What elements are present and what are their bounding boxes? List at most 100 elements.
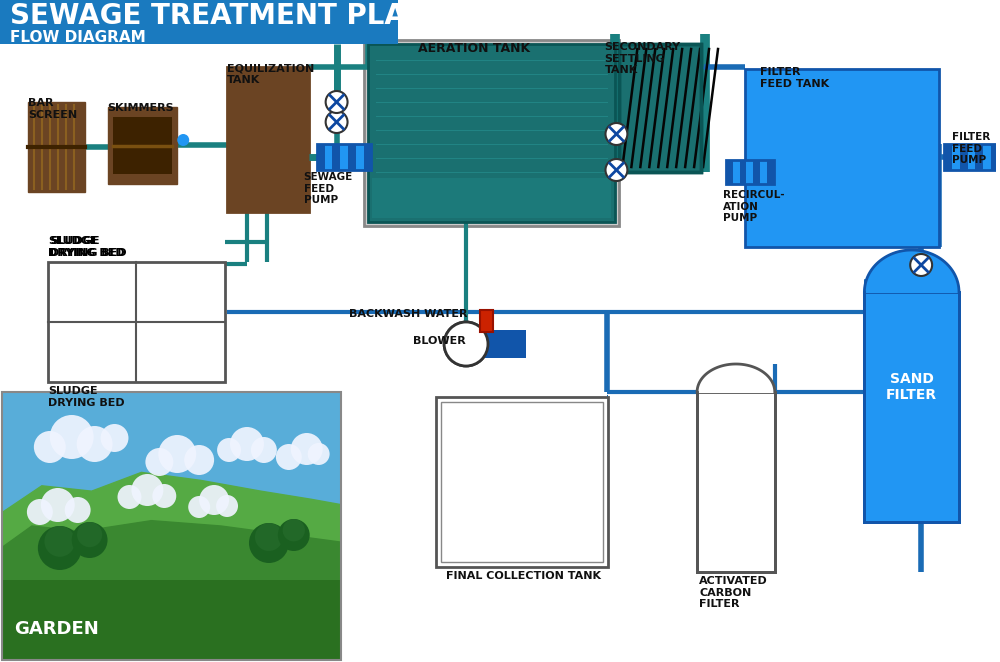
Circle shape [152, 484, 176, 508]
Bar [944, 144, 952, 170]
Text: SECONDARY
SETTLING
TANK: SECONDARY SETTLING TANK [604, 42, 681, 75]
Circle shape [444, 322, 488, 366]
Circle shape [326, 111, 348, 133]
Bar [968, 144, 975, 170]
Polygon shape [2, 520, 341, 660]
Bar [28, 102, 85, 192]
Circle shape [77, 426, 113, 462]
Bar [113, 117, 172, 174]
Text: SEWAGE
FEED
PUMP: SEWAGE FEED PUMP [304, 172, 353, 205]
Circle shape [27, 499, 53, 525]
Circle shape [278, 519, 310, 551]
Bar [944, 144, 999, 170]
Bar [372, 178, 611, 218]
Bar [317, 144, 371, 170]
Circle shape [199, 485, 229, 515]
Bar [0, 0, 398, 44]
Bar [356, 144, 364, 170]
Bar [108, 107, 177, 184]
Bar [364, 144, 371, 170]
Circle shape [158, 435, 196, 473]
Circle shape [77, 522, 102, 547]
Bar [364, 40, 619, 226]
Bar [745, 69, 939, 247]
Circle shape [255, 523, 283, 551]
Bar [468, 330, 526, 358]
Bar [436, 397, 608, 567]
Bar [753, 160, 760, 184]
Text: SLUDGE
DRYING BED: SLUDGE DRYING BED [48, 386, 124, 408]
Circle shape [291, 433, 323, 465]
Bar [952, 144, 960, 170]
Bar [441, 402, 603, 562]
Circle shape [145, 448, 173, 476]
Circle shape [308, 443, 330, 465]
Circle shape [605, 123, 627, 145]
Text: SKIMMERS: SKIMMERS [108, 103, 174, 113]
Bar [2, 392, 341, 660]
Polygon shape [2, 473, 341, 660]
Circle shape [910, 254, 932, 276]
Bar [348, 144, 356, 170]
Bar [619, 44, 701, 172]
Circle shape [41, 488, 75, 522]
Circle shape [230, 427, 264, 461]
Circle shape [177, 134, 189, 146]
Text: SAND
FILTER: SAND FILTER [886, 372, 937, 402]
Bar [740, 160, 746, 184]
Circle shape [131, 474, 163, 506]
Circle shape [34, 431, 66, 463]
Bar [317, 144, 325, 170]
Bar [733, 160, 740, 184]
Circle shape [65, 497, 91, 523]
Text: FILTER
FEED
PUMP: FILTER FEED PUMP [952, 132, 990, 166]
Bar [2, 580, 341, 660]
Bar [332, 144, 340, 170]
Text: BACKWASH WATER: BACKWASH WATER [349, 309, 467, 319]
Bar [340, 144, 348, 170]
Bar [991, 144, 999, 170]
Text: SLUDGE
DRYING BED: SLUDGE DRYING BED [50, 236, 126, 258]
Bar [2, 392, 341, 526]
Bar [368, 44, 615, 222]
Bar [325, 144, 332, 170]
Circle shape [188, 496, 210, 518]
Circle shape [216, 495, 238, 517]
Circle shape [605, 159, 627, 181]
Circle shape [283, 519, 305, 542]
Circle shape [38, 526, 82, 570]
Text: FINAL COLLECTION TANK: FINAL COLLECTION TANK [446, 571, 601, 581]
Circle shape [44, 526, 75, 557]
Circle shape [72, 522, 108, 558]
Circle shape [251, 437, 277, 463]
Circle shape [444, 322, 488, 366]
Circle shape [118, 485, 141, 509]
Text: GARDEN: GARDEN [14, 620, 99, 638]
Bar [48, 262, 225, 382]
Polygon shape [697, 364, 775, 392]
Bar [2, 392, 341, 660]
Bar [767, 160, 774, 184]
Bar [864, 292, 959, 522]
Bar [960, 144, 968, 170]
Text: FILTER
FEED TANK: FILTER FEED TANK [760, 67, 829, 89]
Text: BAR
SCREEN: BAR SCREEN [28, 98, 77, 120]
Text: RECIRCUL-
ATION
PUMP: RECIRCUL- ATION PUMP [723, 190, 785, 223]
Text: AERATION TANK: AERATION TANK [418, 42, 530, 55]
Circle shape [50, 415, 94, 459]
Polygon shape [864, 250, 959, 292]
Bar [480, 310, 493, 332]
Bar [726, 160, 733, 184]
Circle shape [249, 523, 289, 563]
Text: ACTIVATED
CARBON
FILTER: ACTIVATED CARBON FILTER [699, 576, 768, 609]
Bar [983, 144, 991, 170]
Circle shape [184, 445, 214, 475]
Bar [227, 67, 309, 212]
Circle shape [217, 438, 241, 462]
Circle shape [326, 91, 348, 113]
Bar [726, 160, 774, 184]
Bar [697, 392, 775, 572]
Bar [746, 160, 753, 184]
Text: EQUILIZATION
TANK: EQUILIZATION TANK [227, 63, 314, 85]
Circle shape [276, 444, 302, 470]
